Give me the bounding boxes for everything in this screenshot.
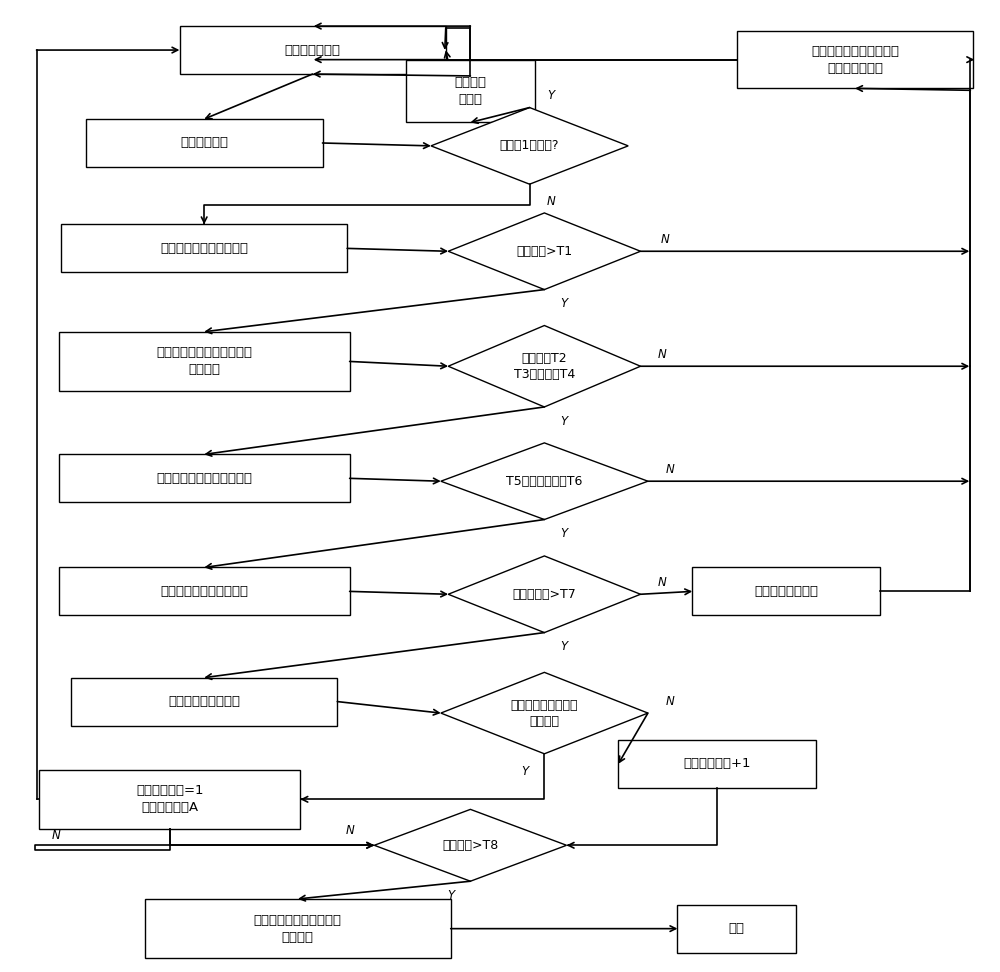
Bar [59, 568, 350, 615]
Text: 是否第1帧图像?: 是否第1帧图像? [500, 139, 559, 153]
Text: N: N [661, 233, 670, 246]
Polygon shape [441, 673, 648, 754]
Text: N: N [658, 348, 667, 362]
Bar [145, 899, 451, 958]
Text: Y: Y [561, 415, 568, 428]
Text: 计算运动区域灰度平均值和
灰度方差: 计算运动区域灰度平均值和 灰度方差 [156, 346, 252, 376]
Text: 符合图像计数清零: 符合图像计数清零 [754, 585, 818, 598]
Polygon shape [374, 810, 567, 882]
Bar [59, 454, 350, 503]
Text: 背景减除法提取运动区域: 背景减除法提取运动区域 [160, 242, 248, 255]
Text: Y: Y [521, 765, 528, 778]
Text: 符合图像计数=1
记录气云面积A: 符合图像计数=1 记录气云面积A [136, 784, 203, 815]
Text: 面积变化率>T7: 面积变化率>T7 [512, 588, 576, 601]
Polygon shape [431, 108, 628, 185]
Text: 平均值＜T2
T3＜方差＜T4: 平均值＜T2 T3＜方差＜T4 [514, 352, 575, 381]
Text: Y: Y [548, 88, 555, 102]
Text: 采集一幅热图像: 采集一幅热图像 [285, 44, 341, 56]
Text: T5＜不规则度＜T6: T5＜不规则度＜T6 [506, 474, 583, 488]
Text: Y: Y [561, 297, 568, 310]
Text: 运动区域>T1: 运动区域>T1 [516, 245, 572, 258]
Bar [59, 331, 350, 391]
Polygon shape [448, 213, 641, 290]
Text: 是否为第一帧满足条
件的图像: 是否为第一帧满足条 件的图像 [511, 699, 578, 728]
Text: Y: Y [561, 641, 568, 653]
Text: 计算运动区域面积变化率: 计算运动区域面积变化率 [160, 585, 248, 598]
Bar [406, 60, 535, 122]
Bar [61, 225, 347, 272]
Text: 保存为背
景图像: 保存为背 景图像 [454, 76, 486, 106]
Polygon shape [441, 443, 648, 519]
Text: Y: Y [447, 889, 454, 902]
Text: 当前图像与背景图像融合
生成新背景图像: 当前图像与背景图像融合 生成新背景图像 [811, 45, 899, 75]
Text: N: N [52, 829, 61, 842]
Bar [737, 31, 973, 88]
Bar [180, 26, 446, 74]
Text: 提取运动区域形状不规则度: 提取运动区域形状不规则度 [156, 471, 252, 485]
Text: Y: Y [561, 528, 568, 540]
Text: 生成背景图像: 生成背景图像 [180, 136, 228, 150]
Text: N: N [658, 576, 667, 589]
Text: 结束: 结束 [729, 922, 745, 935]
Bar [86, 119, 322, 167]
Text: 累计符合条件的图像: 累计符合条件的图像 [168, 695, 240, 708]
Text: N: N [665, 464, 674, 476]
Text: N: N [665, 695, 674, 708]
Text: N: N [547, 195, 556, 208]
Polygon shape [448, 326, 641, 407]
Text: N: N [345, 824, 354, 838]
Bar [39, 770, 300, 829]
Bar [677, 905, 796, 953]
Polygon shape [448, 556, 641, 633]
Bar [618, 740, 816, 787]
Text: 符合图像计数+1: 符合图像计数+1 [683, 757, 751, 771]
Text: 输出报警信号，标注气云
区域位置: 输出报警信号，标注气云 区域位置 [254, 914, 342, 944]
Bar [71, 677, 337, 725]
Bar [692, 568, 880, 615]
Text: 符合图像>T8: 符合图像>T8 [442, 839, 499, 851]
